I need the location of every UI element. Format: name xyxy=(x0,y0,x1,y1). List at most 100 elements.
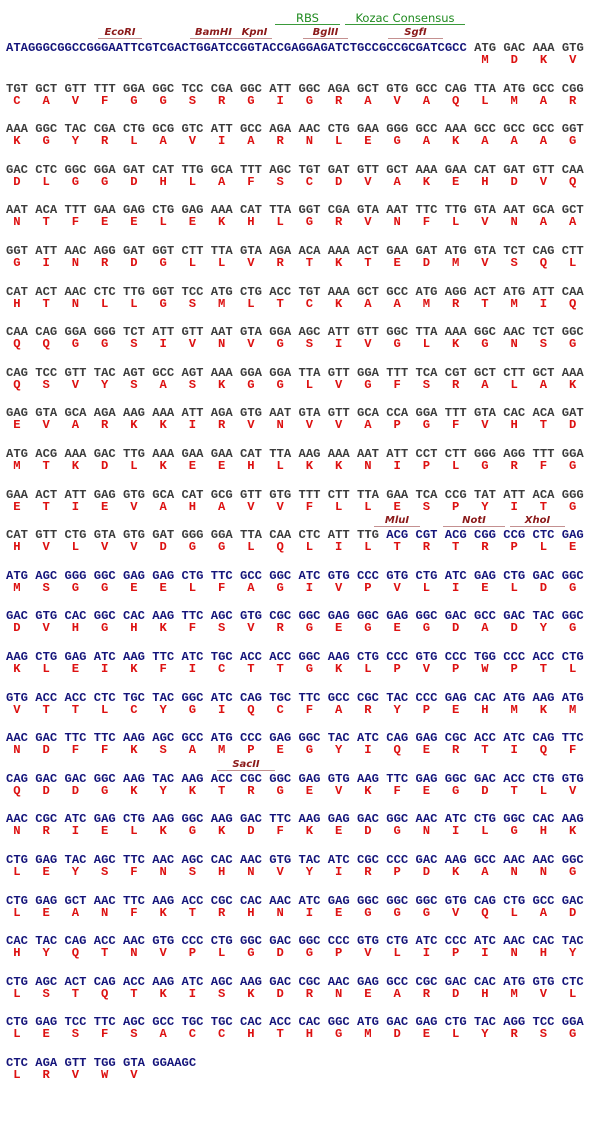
amino-acid: K xyxy=(71,459,80,473)
amino-acid: R xyxy=(510,459,518,473)
codon: GGC xyxy=(386,812,409,827)
codon: CAG xyxy=(35,325,58,340)
codon: GAG xyxy=(152,568,175,583)
amino-acid: F xyxy=(101,1027,109,1042)
amino-acid: S xyxy=(218,986,226,1001)
amino-acid: D xyxy=(13,621,21,636)
codon: GCC xyxy=(240,568,262,583)
codon: GAG xyxy=(298,771,321,786)
nucleotide-line: GAC CTC GGC GGA GAT CAT TTG GCA TTT AGC TGT GAT GTT G… xyxy=(6,164,591,176)
codon: TGT xyxy=(298,162,321,177)
amino-acid: F xyxy=(130,865,138,879)
codon: TAT xyxy=(474,487,496,502)
amino-acid: Y xyxy=(335,743,343,758)
codon: ATC xyxy=(64,812,87,827)
codon: ACC xyxy=(474,731,496,746)
codon: GGC xyxy=(298,650,321,664)
codon: GTT xyxy=(327,365,350,380)
codon: GTT xyxy=(181,325,204,340)
amino-acid: E xyxy=(130,580,138,595)
codon: AAC xyxy=(415,812,438,827)
codon: ACG xyxy=(386,528,409,543)
codon: GAT xyxy=(152,528,175,543)
codon: CGC xyxy=(210,893,233,908)
codon: AAA xyxy=(210,365,233,380)
codon: AAT xyxy=(210,325,233,340)
codon: AGC xyxy=(35,974,58,989)
codon: ATT xyxy=(386,447,409,461)
codon: TCA xyxy=(415,487,438,502)
nucleotide-line: CTG GAG TCC TTC AGC GCC TGC TGC CAC ACC CAC GGC ATG G… xyxy=(6,1016,591,1028)
amino-acid: Q xyxy=(13,783,21,798)
codon: GCA xyxy=(64,406,87,421)
amino-acid: G xyxy=(364,621,372,636)
amino-acid: H xyxy=(13,296,21,311)
amino-acid: Y xyxy=(305,865,314,879)
codon: GAG xyxy=(327,893,350,908)
codon: GGC xyxy=(35,122,58,137)
codon: GGG xyxy=(386,122,409,137)
codon: ATC xyxy=(474,934,496,949)
codon: GAG xyxy=(415,731,438,746)
codon: ATC xyxy=(93,650,116,664)
amino-acid: V xyxy=(247,256,255,270)
amino-acid: D xyxy=(101,459,109,473)
nucleotide-line: CAG GAC GAC GGC AAG TAC AAG ACC CGC GGC GAG GTG AAG T… xyxy=(6,773,591,785)
amino-acid: L xyxy=(510,580,518,595)
amino-acid: N xyxy=(510,215,518,230)
codon: TGG xyxy=(93,1056,116,1070)
amino-acid: A xyxy=(364,418,372,433)
codon: ATC xyxy=(210,690,233,705)
codon: ATG xyxy=(415,284,438,299)
codon: CGT xyxy=(444,365,467,380)
codon: GCA xyxy=(357,406,379,421)
codon: AAG xyxy=(444,853,467,867)
codon: ATC xyxy=(503,731,526,746)
amino-acid: A xyxy=(539,377,548,392)
codon: TTT xyxy=(64,203,87,218)
codon: AAA xyxy=(327,244,350,258)
amino-acid: T xyxy=(276,662,284,676)
codon: AAA xyxy=(152,447,175,461)
amino-acid: L xyxy=(422,580,431,595)
amino-acid: I xyxy=(188,418,197,433)
codon: GGC xyxy=(561,853,584,867)
codon: GAC xyxy=(6,162,28,177)
codon: CTC xyxy=(35,162,58,177)
amino-acid: G xyxy=(569,1027,577,1042)
codon: TAC xyxy=(152,771,175,786)
codon: ACC xyxy=(64,690,87,705)
amino-acid: S xyxy=(159,743,167,758)
amino-acid: L xyxy=(188,580,197,595)
codon: AAC xyxy=(503,853,526,867)
codon: CAC xyxy=(298,1015,321,1030)
codon: TGC xyxy=(181,1015,204,1030)
amino-acid: R xyxy=(101,256,109,270)
codon: CTG xyxy=(123,122,145,137)
amino-acid: V xyxy=(247,499,255,514)
codon: AGC xyxy=(298,325,321,340)
codon: CTG xyxy=(240,284,262,299)
codon: GGC xyxy=(386,325,409,340)
sequence-row: CTG GAG TCC TTC AGC GCC TGC TGC CAC ACC CAC GGC ATG G… xyxy=(6,1016,591,1040)
amino-acid: A xyxy=(393,296,401,311)
codon: GAA xyxy=(181,447,204,461)
codon: ACA xyxy=(532,487,555,502)
codon: GAG xyxy=(35,1015,58,1030)
amino-acid: K xyxy=(13,662,21,676)
codon: CTC xyxy=(93,284,116,299)
amino-acid: V xyxy=(71,93,80,108)
amino-acid: N xyxy=(101,905,109,920)
codon: CAA xyxy=(561,284,584,299)
amino-acid: V xyxy=(539,174,548,189)
codon: TCT xyxy=(123,325,145,340)
amino-acid: F xyxy=(393,377,401,392)
amino-acid: F xyxy=(393,783,401,798)
codon: TTC xyxy=(152,650,175,664)
amino-acid: G xyxy=(101,337,109,352)
amino-acid: T xyxy=(276,1027,284,1042)
codon: GGC xyxy=(415,609,438,624)
codon: TAC xyxy=(35,934,58,949)
amino-acid: E xyxy=(188,215,197,230)
